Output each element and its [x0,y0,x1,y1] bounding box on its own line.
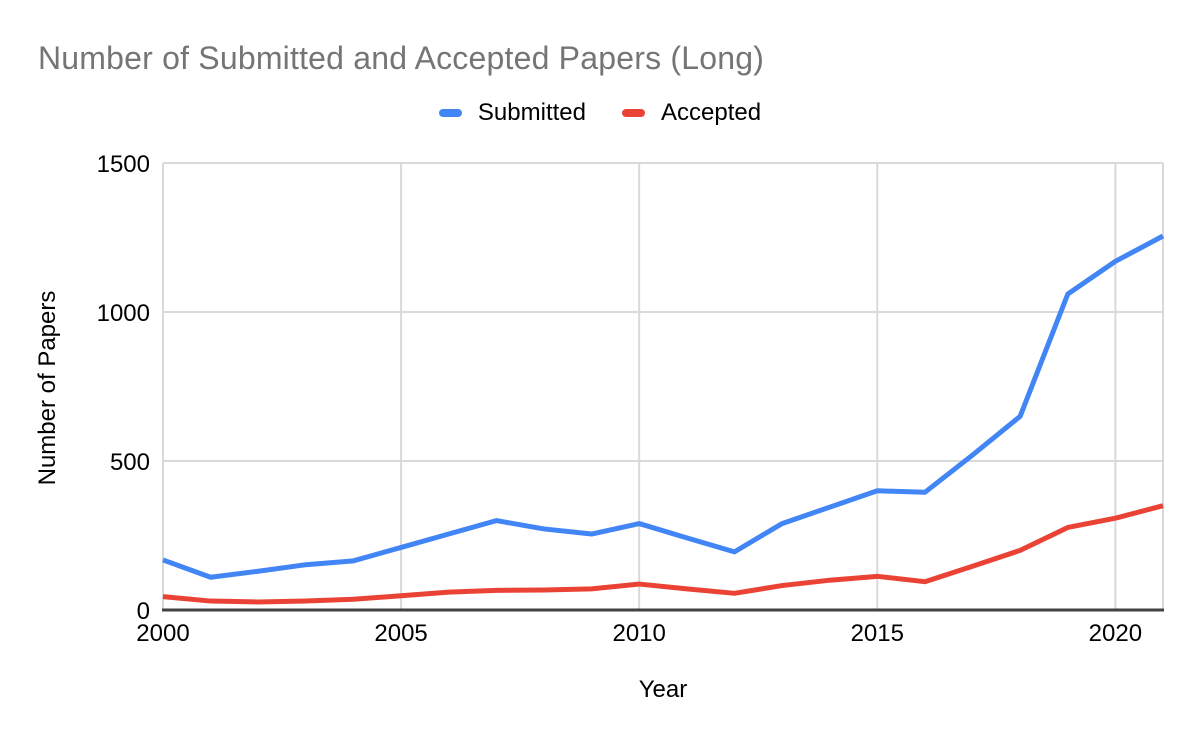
y-tick-label: 0 [137,598,150,625]
legend-label-accepted: Accepted [660,99,762,126]
x-tick-label: 2010 [612,620,665,647]
legend-item-submitted: Submitted [438,99,586,126]
x-tick-label: 2000 [136,620,189,647]
legend-swatch-submitted-icon [438,109,462,117]
chart-title: Number of Submitted and Accepted Papers … [38,40,765,76]
x-tick-label: 2005 [374,620,427,647]
y-axis-title: Number of Papers [34,290,61,486]
chart-legend: Submitted Accepted [0,101,1200,125]
legend-label-submitted: Submitted [477,99,586,126]
x-tick-label: 2015 [851,620,904,647]
y-tick-label: 500 [110,449,150,476]
y-tick-label: 1000 [97,300,150,327]
series-line-accepted [162,503,1164,605]
legend-swatch-accepted-icon [621,109,645,117]
x-axis-title: Year [638,676,688,703]
series-line-submitted [162,233,1165,580]
x-tick-label: 2020 [1089,620,1142,647]
legend-item-accepted: Accepted [621,99,762,126]
y-tick-label: 1500 [97,151,150,178]
